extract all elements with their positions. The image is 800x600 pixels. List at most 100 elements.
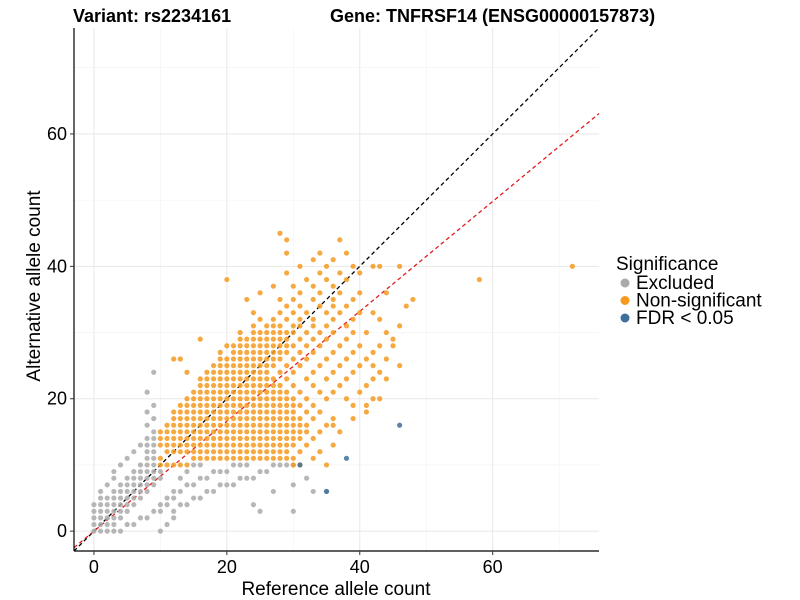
data-point [317,329,323,336]
data-point [264,442,270,448]
reference-lines [73,27,600,552]
data-point [131,521,137,528]
data-point [277,402,283,408]
data-point [230,435,237,442]
data-point [137,482,144,488]
data-point [197,376,203,382]
data-point [270,488,276,495]
data-point [284,349,290,355]
data-point [217,389,223,395]
data-point [171,449,177,455]
data-point [350,329,356,336]
legend-label: Excluded [636,273,714,294]
data-point [303,396,310,402]
data-point [290,422,296,428]
data-point [171,422,177,428]
data-point [257,435,263,442]
data-point [177,502,183,508]
data-point [151,442,157,448]
data-point [177,409,183,415]
data-point [297,316,303,322]
data-point [184,442,190,448]
data-point [244,455,250,461]
data-point [330,369,336,375]
data-point [131,488,137,495]
data-point [224,382,230,389]
data-point [284,237,290,243]
data-point [104,502,110,508]
data-point [137,488,144,495]
data-point [124,475,130,481]
data-point [297,462,303,468]
data-point [244,475,250,481]
data-point [171,488,177,495]
data-point [224,422,230,428]
data-point [217,422,223,428]
data-point [217,363,223,369]
data-point [337,429,343,435]
data-point [230,396,237,402]
data-point [204,488,210,495]
data-point [204,369,210,375]
data-point [257,290,263,296]
data-point [144,462,150,468]
data-point [383,376,389,382]
data-point [184,435,190,442]
data-point [383,290,389,296]
data-point [330,283,336,289]
data-point [230,402,237,408]
data-point [390,343,396,349]
data-point [250,382,257,389]
data-point [284,376,290,382]
data-point [177,415,183,422]
data-point [210,396,217,402]
data-point [117,508,124,514]
y-tick-label: 20 [47,389,67,409]
data-point [264,435,270,442]
data-point [244,449,250,455]
data-point [250,349,257,355]
data-point [330,389,336,395]
data-point [230,389,237,395]
data-point [217,409,223,415]
data-point [224,482,230,488]
data-point [171,415,177,422]
data-point [191,429,197,435]
data-point [111,495,117,501]
data-point [144,449,150,455]
data-point [244,415,250,422]
data-point [204,396,210,402]
data-point [264,415,270,422]
data-point [250,455,257,461]
data-point [230,462,237,468]
data-point [204,389,210,395]
data-point [237,442,243,448]
data-point [390,336,396,342]
data-point [383,356,389,362]
data-point [91,502,97,508]
data-point [117,482,124,488]
data-point [117,502,124,508]
data-point [204,409,210,415]
data-point [197,449,203,455]
data-point [290,323,296,329]
data-point [177,422,183,428]
data-point [297,435,303,442]
data-point [290,402,296,408]
data-point [264,396,270,402]
data-point [310,435,316,442]
legend-swatch [620,278,630,288]
grid-lines [74,28,599,551]
data-point [244,396,250,402]
data-point [357,343,363,349]
data-point [310,257,316,263]
data-point [284,336,290,342]
data-point [343,250,350,256]
data-point [210,435,217,442]
legend: Significance ExcludedNon-significantFDR … [616,254,762,329]
data-point [317,389,323,395]
data-point [171,356,177,362]
data-point [237,449,243,455]
data-point [270,455,276,461]
data-point [210,369,217,375]
